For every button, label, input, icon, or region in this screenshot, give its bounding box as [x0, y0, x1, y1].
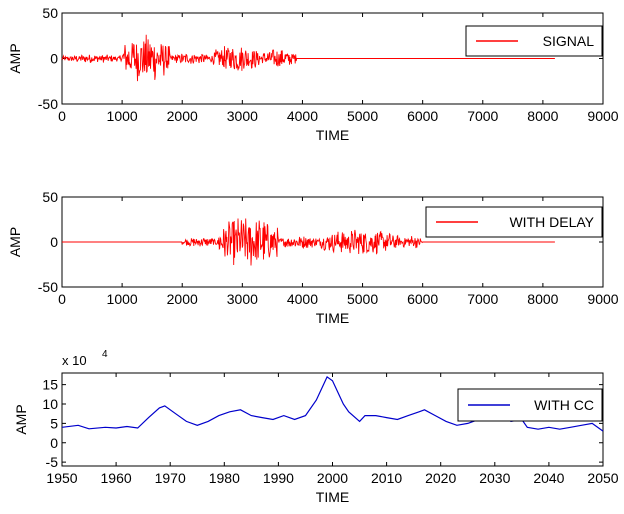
x-tick-label: 5000 — [347, 291, 378, 307]
x-tick-label: 2000 — [167, 291, 198, 307]
x-axis-label: TIME — [316, 310, 349, 326]
x-tick-label: 1970 — [155, 470, 186, 486]
y-tick-label: 10 — [42, 396, 58, 412]
y-tick-label: -5 — [46, 454, 59, 470]
x-tick-label: 6000 — [407, 108, 438, 124]
y-tick-label: 0 — [50, 234, 58, 250]
x-tick-label: 2000 — [317, 470, 348, 486]
x-tick-label: 0 — [58, 291, 66, 307]
x-axis-label: TIME — [316, 127, 349, 143]
y-tick-label: 50 — [42, 5, 58, 21]
x-tick-label: 6000 — [407, 291, 438, 307]
series-line — [61, 34, 555, 82]
x-tick-label: 7000 — [467, 291, 498, 307]
y-tick-label: 5 — [50, 415, 58, 431]
x-tick-label: 4000 — [287, 108, 318, 124]
x-tick-label: 3000 — [227, 108, 258, 124]
legend: SIGNAL — [465, 25, 603, 57]
x-tick-label: 1960 — [101, 470, 132, 486]
y-tick-label: 50 — [42, 189, 58, 205]
x-tick-label: 3000 — [227, 291, 258, 307]
x-tick-label: 2020 — [425, 470, 456, 486]
x-tick-label: 1950 — [46, 470, 77, 486]
x-tick-label: 1980 — [209, 470, 240, 486]
x-tick-label: 1000 — [107, 291, 138, 307]
chart-panel-2: 0 1000 2000 3000 4000 5000 6000 7000 8000 9000 -50… — [7, 189, 619, 326]
y-tick-label: 0 — [50, 435, 58, 451]
x-tick-label: 1000 — [107, 108, 138, 124]
legend-label: WITH CC — [534, 397, 594, 413]
y-tick-label: -50 — [38, 96, 58, 112]
x-tick-label: 9000 — [587, 108, 618, 124]
legend: WITH DELAY — [425, 206, 603, 238]
y-multiplier-exponent: 4 — [102, 349, 108, 360]
y-axis-label: AMP — [7, 227, 23, 257]
legend-label: SIGNAL — [543, 33, 595, 49]
legend-label: WITH DELAY — [509, 214, 594, 230]
x-tick-label: 2050 — [587, 470, 618, 486]
x-tick-label: 7000 — [467, 108, 498, 124]
y-multiplier: x 10 — [62, 353, 87, 368]
y-tick-label: -50 — [38, 279, 58, 295]
x-tick-label: 1990 — [263, 470, 294, 486]
x-tick-label: 8000 — [527, 108, 558, 124]
x-tick-label: 2030 — [479, 470, 510, 486]
x-tick-label: 8000 — [527, 291, 558, 307]
x-tick-label: 5000 — [347, 108, 378, 124]
x-tick-label: 2000 — [167, 108, 198, 124]
x-tick-label: 2040 — [533, 470, 564, 486]
y-tick-label: 0 — [50, 51, 58, 67]
legend: WITH CC — [457, 388, 603, 422]
x-tick-label: 9000 — [587, 291, 618, 307]
y-axis-label: AMP — [7, 43, 23, 73]
x-tick-label: 4000 — [287, 291, 318, 307]
y-tick-label: 15 — [42, 377, 58, 393]
series-line — [62, 218, 555, 266]
x-axis-label: TIME — [316, 489, 349, 505]
x-tick-label: 2010 — [371, 470, 402, 486]
x-tick-label: 0 — [58, 108, 66, 124]
chart-panel-3: 1950 1960 1970 1980 1990 2000 2010 2020 2030 2040… — [13, 349, 619, 505]
chart-panel-1: 0 1000 2000 3000 4000 5000 6000 7000 8000 9000 -50… — [7, 5, 619, 143]
y-axis-label: AMP — [13, 404, 29, 434]
